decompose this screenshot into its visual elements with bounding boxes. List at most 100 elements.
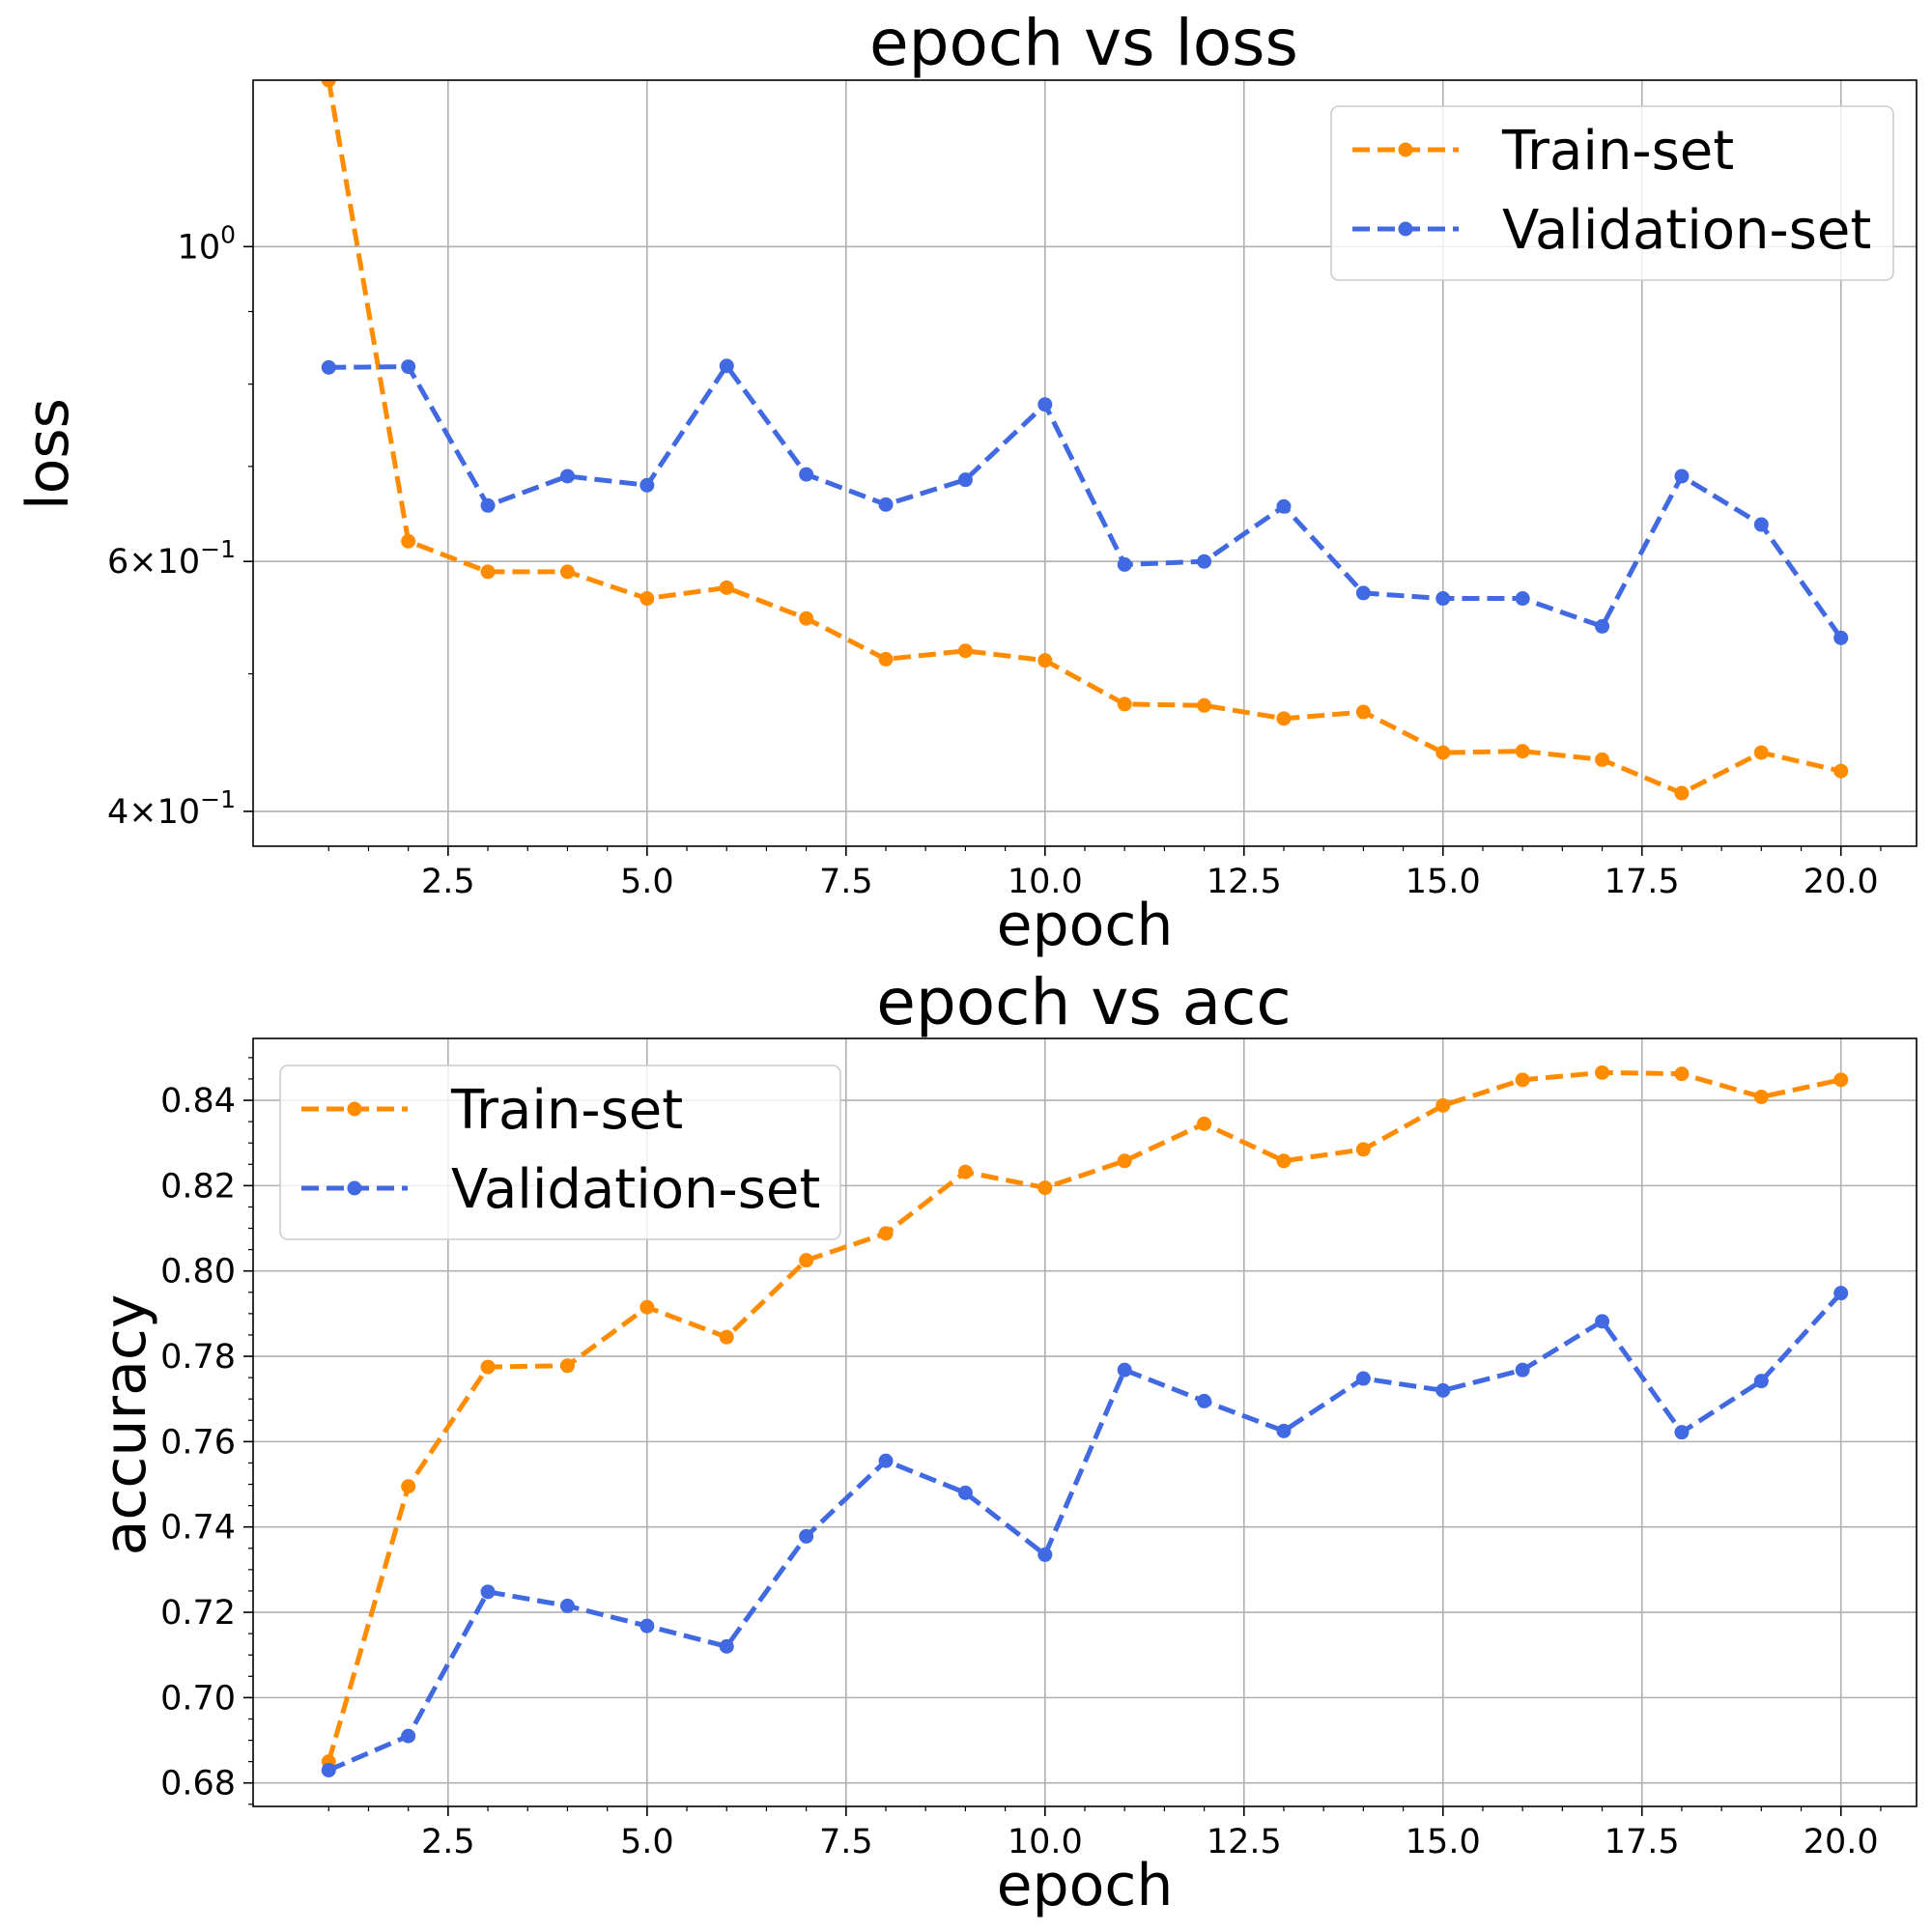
loss-y-tick-label: 6×10−1 [107,535,236,582]
loss-train-point [1197,697,1212,713]
acc-legend-box [279,1065,841,1240]
loss-train-point [1674,785,1690,801]
loss-x-tick-label: 7.5 [819,863,873,901]
acc-grid [253,1038,1917,1806]
loss-train-point [1276,711,1292,726]
loss-validation-point [1197,554,1212,569]
acc-train-point [1037,1180,1053,1196]
acc-y-tick-label: 0.84 [160,1082,236,1121]
acc-legend-val-marker [347,1180,362,1196]
loss-train-point [957,643,973,659]
acc-validation-point [480,1584,496,1600]
acc-train-point [1197,1116,1212,1131]
loss-validation-point [799,467,814,482]
loss-legend-val-marker [1398,221,1413,237]
acc-train-point [1435,1097,1451,1113]
acc-train-point [1674,1066,1690,1082]
acc-validation-point [1753,1374,1769,1389]
acc-validation-point [1117,1362,1132,1378]
acc-train-point [480,1359,496,1375]
loss-train-point [401,533,416,549]
loss-legend-val-label: Validation-set [1502,199,1871,262]
acc-x-tick-label: 15.0 [1406,1823,1481,1861]
loss-legend: Train-set Validation-set [1330,105,1894,281]
loss-x-axis-label: epoch [997,892,1174,959]
acc-train-point [1595,1065,1610,1080]
acc-validation-point [401,1728,416,1744]
loss-legend-train-label: Train-set [1501,120,1734,183]
acc-validation-point [1037,1547,1053,1562]
acc-validation-point [1355,1371,1371,1386]
acc-y-tick-label: 0.82 [160,1167,236,1206]
loss-chart-title: epoch vs loss [869,6,1298,80]
loss-train-point [480,564,496,580]
loss-validation-point [1435,591,1451,607]
loss-validation-point [639,477,655,493]
acc-series-group [321,1065,1849,1777]
acc-y-axis-label: accuracy [92,1294,159,1556]
acc-validation-line [327,1292,1843,1773]
loss-validation-point [1833,630,1849,645]
acc-train-point [1117,1153,1132,1169]
acc-validation-point [559,1598,575,1613]
loss-train-point [1515,744,1530,759]
loss-validation-point [719,358,734,374]
loss-validation-point [480,497,496,513]
loss-train-point [1117,696,1132,712]
acc-validation-point [1595,1314,1610,1329]
acc-x-tick-label: 7.5 [819,1823,873,1861]
acc-legend-val-label: Validation-set [451,1158,820,1221]
loss-x-tick-label: 10.0 [1008,863,1083,901]
loss-train-point [1753,745,1769,760]
loss-y-tick-label: 4×10−1 [107,785,236,832]
loss-validation-point [957,472,973,488]
loss-x-tick-label: 2.5 [421,863,475,901]
acc-chart-title: epoch vs acc [876,965,1291,1039]
acc-validation-point [1435,1382,1451,1398]
loss-validation-point [1515,591,1530,607]
loss-validation-point [1595,618,1610,634]
loss-x-tick-label: 15.0 [1406,863,1481,901]
loss-x-tick-label: 17.5 [1605,863,1680,901]
acc-train-point [1515,1072,1530,1088]
loss-validation-point [401,359,416,375]
acc-x-ticks: 2.5 5.0 7.5 10.0 12.5 15.0 17.5 20.0 [327,1806,1882,1861]
acc-x-tick-label: 17.5 [1605,1823,1680,1861]
loss-train-point [719,580,734,595]
acc-y-tick-label: 0.70 [160,1679,236,1718]
acc-y-tick-label: 0.76 [160,1423,236,1462]
acc-validation-point [321,1762,336,1777]
acc-legend: Train-set Validation-set [279,1065,841,1240]
acc-validation-point [1833,1286,1849,1301]
acc-train-point [878,1226,894,1241]
acc-train-point [639,1299,655,1315]
loss-validation-point [559,469,575,484]
loss-validation-line [328,363,1843,639]
acc-legend-train-marker [347,1101,362,1117]
acc-train-point [1833,1072,1849,1088]
loss-legend-train-marker [1398,142,1413,157]
loss-validation-point [878,497,894,512]
acc-x-tick-label: 5.0 [620,1823,674,1861]
acc-legend-train-label: Train-set [450,1079,683,1142]
loss-y-axis-label: loss [14,398,82,510]
acc-x-axis-label: epoch [997,1852,1174,1919]
loss-train-point [1435,745,1451,760]
loss-train-line [326,80,1842,796]
loss-x-tick-label: 5.0 [620,863,674,901]
acc-train-point [401,1479,416,1494]
acc-validation-point [1515,1362,1530,1378]
acc-validation-point [799,1528,814,1544]
loss-train-point [559,564,575,580]
loss-train-point [1355,704,1371,720]
loss-series-group [321,80,1849,801]
acc-train-point [1276,1153,1292,1169]
acc-y-tick-label: 0.78 [160,1338,236,1377]
acc-validation-point [1276,1423,1292,1438]
loss-y-tick-label: 100 [178,220,236,267]
loss-validation-point [1037,397,1053,412]
acc-y-tick-label: 0.72 [160,1594,236,1633]
acc-y-tick-label: 0.80 [160,1253,236,1292]
acc-x-tick-label: 20.0 [1804,1823,1879,1861]
